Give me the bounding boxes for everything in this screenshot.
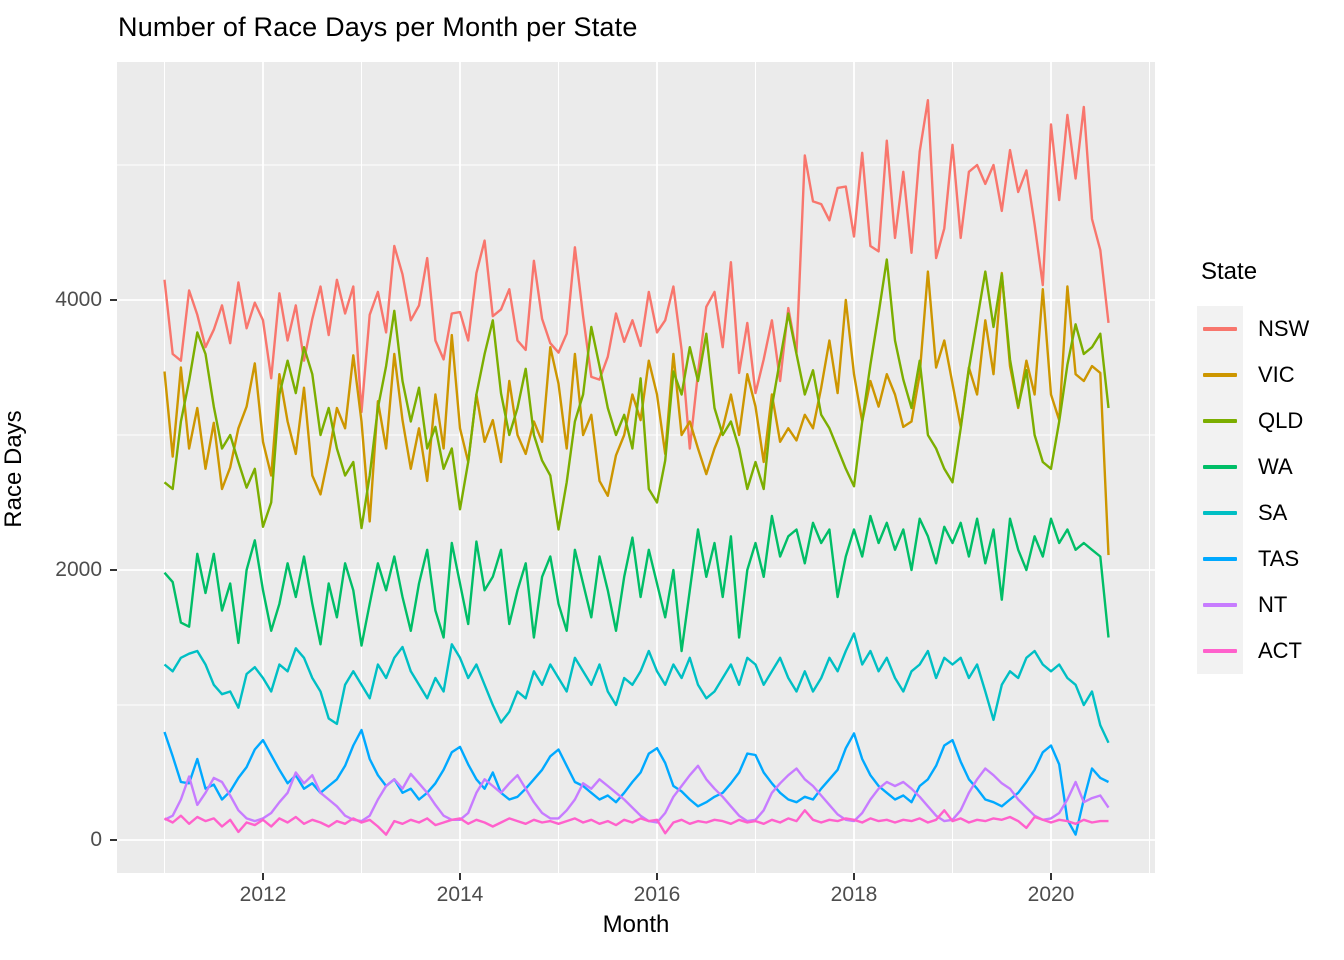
legend-key-line-icon: [1203, 557, 1237, 561]
chart-canvas: [117, 62, 1155, 873]
legend-label-nt: NT: [1258, 592, 1288, 617]
x-tick-mark: [1050, 873, 1052, 880]
x-tick-label-2012: 2012: [239, 883, 287, 906]
x-tick-label-2018: 2018: [830, 883, 878, 906]
legend-key-nt: [1197, 582, 1243, 628]
legend-row-nt: NT: [1197, 582, 1309, 628]
plot-title: Number of Race Days per Month per State: [118, 12, 638, 42]
y-tick-mark: [110, 299, 117, 301]
legend-label-sa: SA: [1258, 500, 1288, 525]
legend-label-act: ACT: [1258, 638, 1302, 663]
legend-row-sa: SA: [1197, 490, 1309, 536]
y-tick-mark: [110, 569, 117, 571]
legend-rows: NSW VIC QLD WA SA TAS NT ACT: [1197, 306, 1309, 674]
legend-key-wa: [1197, 444, 1243, 490]
x-tick-label-2020: 2020: [1027, 883, 1075, 906]
series-line-act: [163, 809, 1109, 836]
legend-row-vic: VIC: [1197, 352, 1309, 398]
legend-key-line-icon: [1203, 511, 1237, 515]
series-line-sa: [163, 632, 1110, 744]
series-line-wa: [163, 514, 1110, 653]
series-line-tas: [163, 728, 1110, 836]
legend-key-line-icon: [1203, 603, 1237, 607]
legend-key-act: [1197, 628, 1243, 674]
x-axis-title: Month: [602, 911, 670, 938]
y-tick-label-0: 0: [90, 828, 102, 851]
legend-key-line-icon: [1203, 649, 1237, 653]
legend-row-tas: TAS: [1197, 536, 1309, 582]
legend-row-act: ACT: [1197, 628, 1309, 674]
legend-title: State: [1201, 258, 1258, 285]
y-axis-title: Race Days: [0, 410, 27, 528]
legend-key-sa: [1197, 490, 1243, 536]
legend-label-wa: WA: [1258, 454, 1293, 479]
x-tick-mark: [262, 873, 264, 880]
series-line-nsw: [163, 99, 1110, 450]
x-tick-mark: [853, 873, 855, 880]
y-tick-mark: [110, 839, 117, 841]
legend-key-nsw: [1197, 306, 1243, 352]
legend-key-vic: [1197, 352, 1243, 398]
legend-label-tas: TAS: [1258, 546, 1300, 571]
series-line-qld: [163, 258, 1110, 531]
y-tick-label-2000: 2000: [55, 558, 102, 581]
x-tick-label-2014: 2014: [436, 883, 484, 906]
x-tick-mark: [459, 873, 461, 880]
x-tick-mark: [656, 873, 658, 880]
legend-label-vic: VIC: [1258, 362, 1295, 387]
x-tick-label-2016: 2016: [633, 883, 681, 906]
legend-key-line-icon: [1203, 419, 1237, 423]
legend-label-qld: QLD: [1258, 408, 1304, 433]
legend-key-line-icon: [1203, 327, 1237, 331]
legend-key-qld: [1197, 398, 1243, 444]
legend-key-tas: [1197, 536, 1243, 582]
legend-row-qld: QLD: [1197, 398, 1309, 444]
legend-key-line-icon: [1203, 465, 1237, 469]
legend-label-nsw: NSW: [1258, 316, 1310, 341]
legend-row-nsw: NSW: [1197, 306, 1309, 352]
legend: State NSW VIC QLD WA SA TAS NT ACT: [1197, 258, 1309, 674]
legend-key-line-icon: [1203, 373, 1237, 377]
chart-panel: [117, 62, 1155, 873]
legend-row-wa: WA: [1197, 444, 1309, 490]
y-tick-label-4000: 4000: [55, 288, 102, 311]
